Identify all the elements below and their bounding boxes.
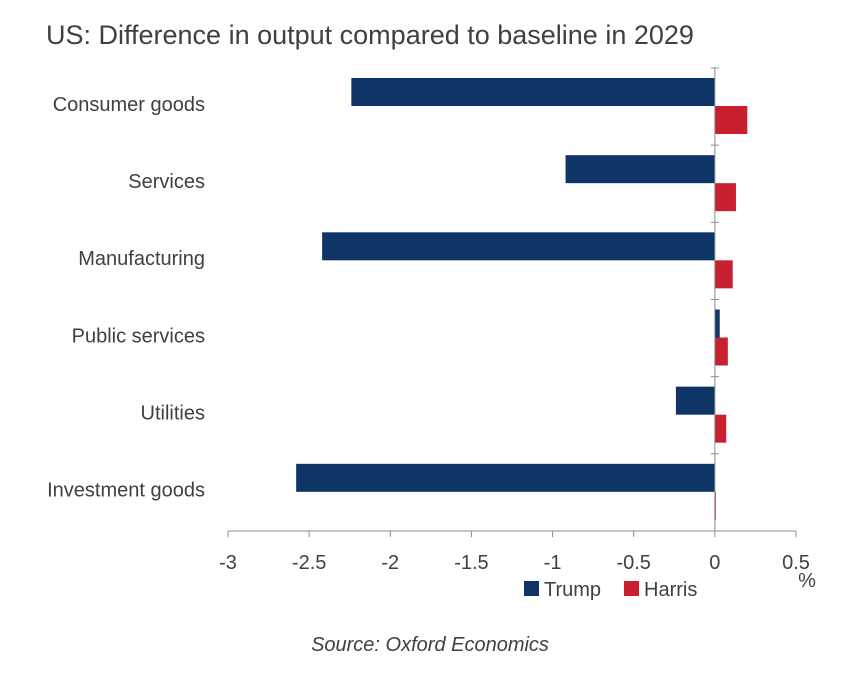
x-tick-label: -0.5 xyxy=(616,552,650,574)
bar-trump xyxy=(565,155,715,184)
category-labels: Consumer goods Services Manufacturing Publi… xyxy=(47,94,205,502)
x-tick-label: -1.5 xyxy=(454,552,488,574)
axes xyxy=(228,68,796,532)
x-axis-ticks: -3 -2.5 -2 -1.5 -1 -0.5 0 0.5 xyxy=(219,531,810,574)
bar-trump xyxy=(351,78,715,106)
legend-label-harris: Harris xyxy=(644,579,697,601)
source-note: Source: Oxford Economics xyxy=(311,634,549,656)
bar-chart: Consumer goods Services Manufacturing Publi… xyxy=(47,67,816,601)
category-label: Manufacturing xyxy=(78,248,205,270)
category-label: Investment goods xyxy=(47,480,205,502)
bar-trump xyxy=(675,386,715,415)
legend-label-trump: Trump xyxy=(544,579,601,601)
x-tick-label: 0.5 xyxy=(782,552,810,574)
bar-trump xyxy=(322,232,715,261)
bar-harris xyxy=(714,337,728,366)
bar-harris xyxy=(714,260,733,289)
legend: Trump Harris xyxy=(524,579,697,601)
legend-swatch-trump xyxy=(524,581,539,596)
bars xyxy=(296,67,748,520)
category-label: Consumer goods xyxy=(53,94,205,116)
x-tick-label: -3 xyxy=(219,552,237,574)
legend-swatch-harris xyxy=(624,581,639,596)
x-tick-label: 0 xyxy=(709,552,720,574)
bar-trump xyxy=(714,309,720,338)
bar-harris xyxy=(714,106,748,134)
category-label: Services xyxy=(128,171,205,193)
chart-title: US: Difference in output compared to bas… xyxy=(46,20,694,50)
bar-harris xyxy=(714,183,736,212)
category-label: Public services xyxy=(72,325,205,347)
bar-harris xyxy=(714,414,727,443)
x-tick-label: -2.5 xyxy=(292,552,326,574)
x-tick-label: -2 xyxy=(381,552,399,574)
x-axis-unit: % xyxy=(798,570,816,592)
category-label: Utilities xyxy=(141,403,205,425)
x-tick-label: -1 xyxy=(544,552,562,574)
bar-trump xyxy=(296,463,715,492)
